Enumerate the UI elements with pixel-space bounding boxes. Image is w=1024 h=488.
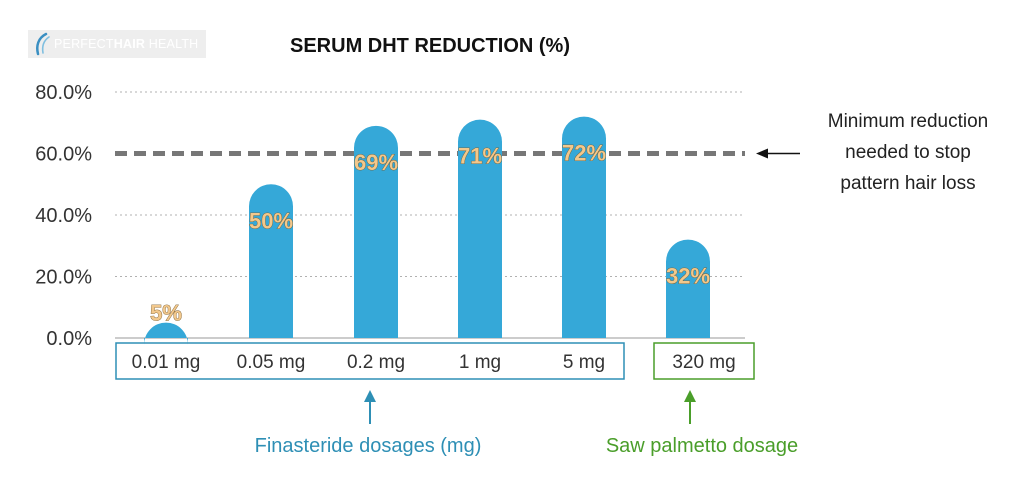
y-tick-label: 20.0% (35, 267, 92, 289)
x-tick-label: 0.05 mg (237, 352, 306, 373)
x-tick-label: 0.2 mg (347, 352, 405, 373)
x-tick-label: 1 mg (459, 352, 501, 373)
group-arrowhead-icon (684, 390, 696, 402)
x-tick-label: 320 mg (672, 352, 735, 373)
category-group-box (653, 342, 755, 380)
data-label: 71% (458, 144, 502, 169)
data-label: 32% (666, 264, 710, 289)
logo-text: PERFECTHAIR HEALTH (54, 37, 199, 51)
bar (458, 119, 502, 338)
y-tick-label: 40.0% (35, 205, 92, 227)
y-tick-label: 0.0% (46, 328, 92, 350)
hair-strand-logo-icon (36, 32, 50, 56)
data-label: 72% (562, 141, 606, 166)
threshold-annotation-line: needed to stop (845, 142, 971, 163)
x-tick-label: 0.01 mg (132, 352, 201, 373)
bar (144, 322, 188, 345)
bar (354, 125, 398, 338)
bar (666, 239, 710, 338)
logo: PERFECTHAIR HEALTH (28, 30, 206, 58)
bar (249, 184, 293, 338)
annotation-arrowhead-icon (756, 148, 768, 159)
data-label: 5% (150, 301, 182, 326)
group-label: Finasteride dosages (mg) (255, 435, 482, 457)
chart-title: SERUM DHT REDUCTION (%) (290, 35, 570, 57)
category-group-box (115, 342, 625, 380)
data-label: 50% (249, 208, 293, 233)
group-arrowhead-icon (364, 390, 376, 402)
y-tick-label: 60.0% (35, 144, 92, 166)
x-tick-label: 5 mg (563, 352, 605, 373)
threshold-annotation-line: pattern hair loss (840, 173, 975, 194)
bar (562, 116, 606, 339)
group-label: Saw palmetto dosage (606, 435, 798, 457)
y-tick-label: 80.0% (35, 82, 92, 104)
data-label: 69% (354, 150, 398, 175)
threshold-annotation-line: Minimum reduction (828, 111, 989, 132)
